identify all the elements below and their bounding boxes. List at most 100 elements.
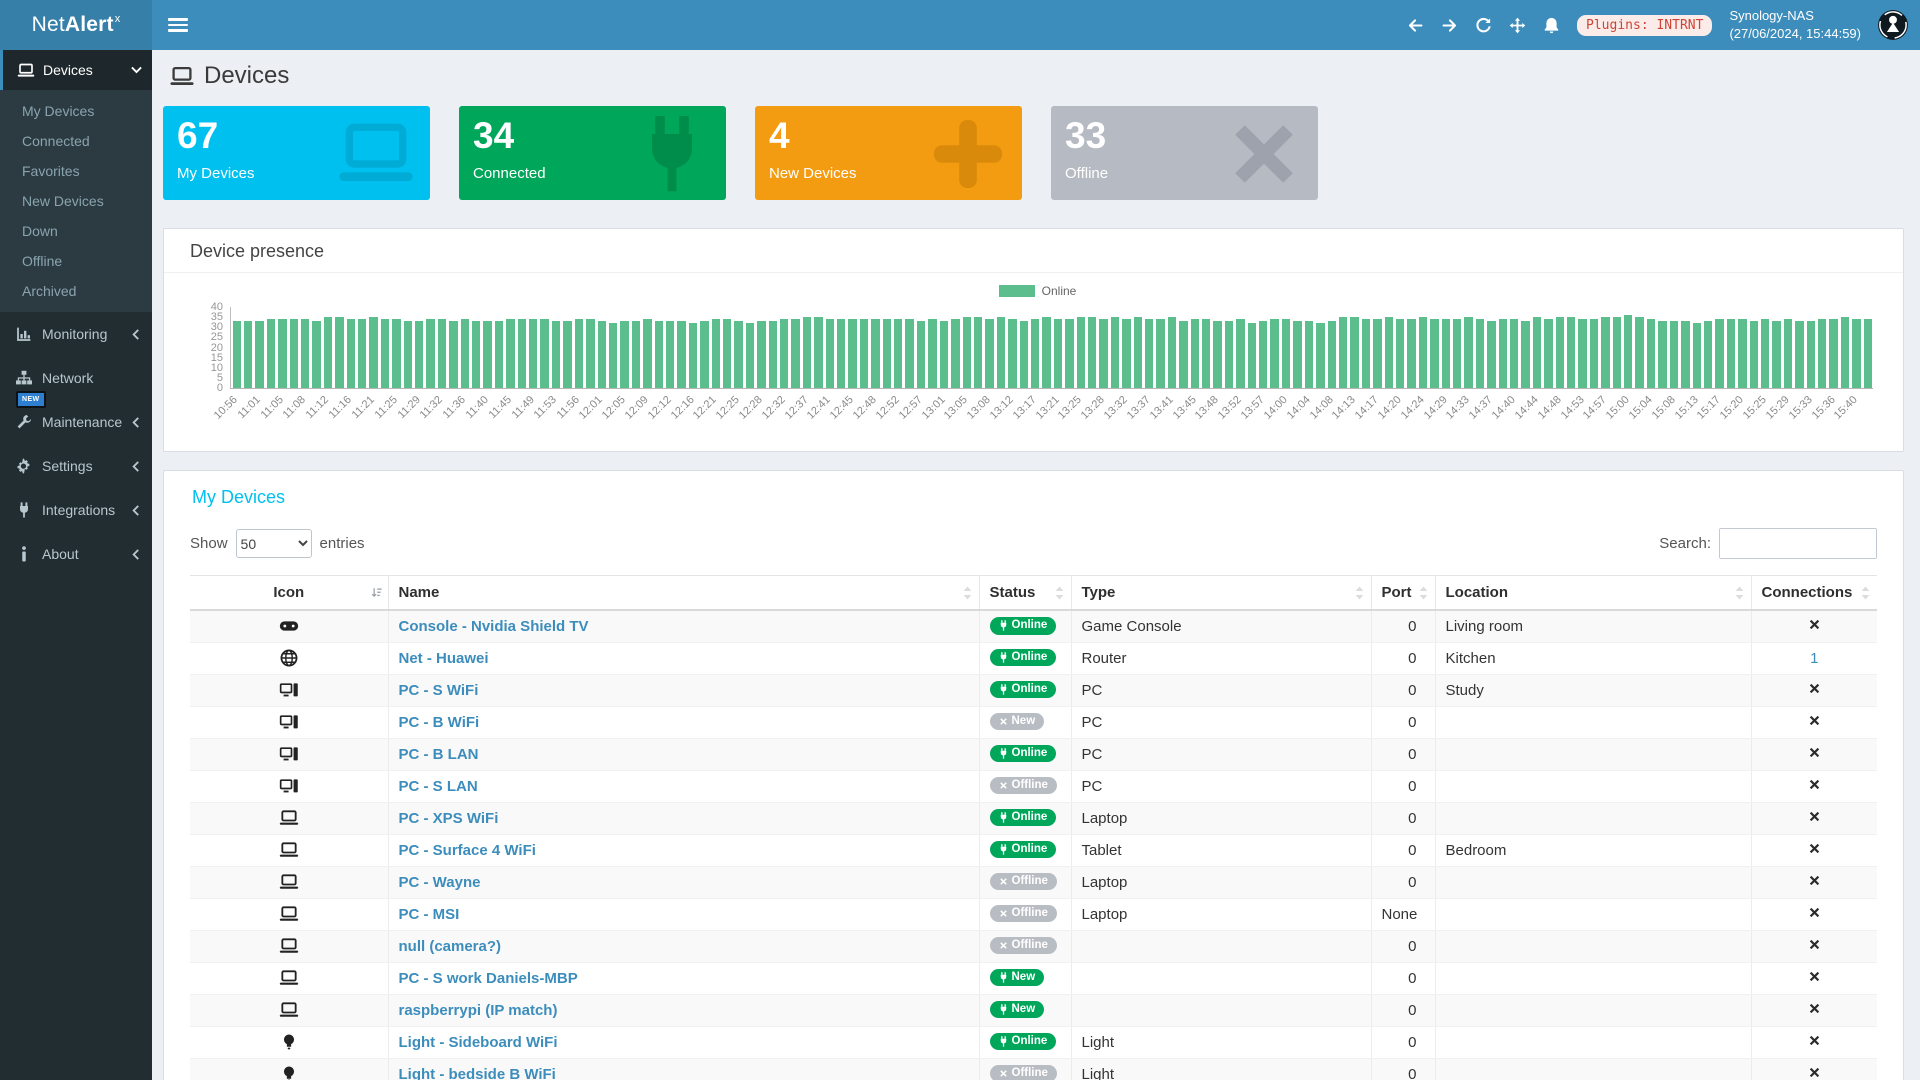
sidebar-item-about[interactable]: About — [0, 532, 152, 576]
chart-bar — [1556, 317, 1564, 388]
sidebar-subitem-archived[interactable]: Archived — [0, 276, 152, 306]
chart-bar — [540, 319, 548, 388]
chevron-left-icon — [132, 417, 140, 428]
chart-bar — [1624, 315, 1632, 388]
chart-bar — [632, 321, 640, 388]
sidebar-item-maintenance[interactable]: NEWMaintenance — [0, 400, 152, 444]
move-icon[interactable] — [1509, 17, 1526, 34]
sidebar-item-devices[interactable]: Devices — [0, 50, 152, 90]
table-row[interactable]: null (camera?)Offline0 — [190, 930, 1877, 962]
device-port: 0 — [1371, 962, 1435, 994]
device-port: 0 — [1371, 770, 1435, 802]
device-name-link[interactable]: Net - Huawei — [399, 650, 489, 667]
sidebar-subitem-new-devices[interactable]: New Devices — [0, 186, 152, 216]
column-header-name[interactable]: Name — [388, 576, 979, 611]
device-name-link[interactable]: PC - Surface 4 WiFi — [399, 842, 536, 859]
chart-bar — [848, 319, 856, 388]
column-header-port[interactable]: Port — [1371, 576, 1435, 611]
host-name: Synology-NAS — [1729, 7, 1861, 25]
summary-card-offline[interactable]: 33Offline — [1051, 106, 1318, 200]
device-name-link[interactable]: Console - Nvidia Shield TV — [399, 618, 589, 635]
device-name-link[interactable]: PC - MSI — [399, 906, 460, 923]
sidebar-item-settings[interactable]: Settings — [0, 444, 152, 488]
sidebar-item-label: Monitoring — [42, 326, 107, 342]
sidebar-item-label: Settings — [42, 458, 93, 474]
device-name-link[interactable]: Light - bedside B WiFi — [399, 1066, 556, 1080]
table-row[interactable]: PC - S WiFiOnlinePC0Study — [190, 674, 1877, 706]
chart-bar — [894, 319, 902, 388]
notifications-bell-icon[interactable] — [1543, 17, 1560, 34]
avatar[interactable] — [1878, 10, 1908, 40]
sidebar-subitem-down[interactable]: Down — [0, 216, 152, 246]
device-name-link[interactable]: PC - S LAN — [399, 778, 478, 795]
table-row[interactable]: PC - MSIOfflineLaptopNone — [190, 898, 1877, 930]
table-row[interactable]: PC - WayneOfflineLaptop0 — [190, 866, 1877, 898]
nav-back-icon[interactable] — [1407, 17, 1424, 34]
sort-icon[interactable] — [371, 586, 382, 600]
device-name-link[interactable]: PC - B WiFi — [399, 714, 480, 731]
device-location — [1435, 738, 1751, 770]
column-header-icon[interactable]: Icon — [190, 576, 388, 611]
table-row[interactable]: PC - S work Daniels-MBPNew0 — [190, 962, 1877, 994]
chart-bar — [1704, 321, 1712, 388]
sidebar-item-monitoring[interactable]: Monitoring — [0, 312, 152, 356]
chart-legend[interactable]: Online — [194, 281, 1881, 301]
sidebar-subitem-favorites[interactable]: Favorites — [0, 156, 152, 186]
table-row[interactable]: PC - B WiFiNewPC0 — [190, 706, 1877, 738]
sort-icon[interactable] — [962, 586, 973, 600]
sidebar-subitem-connected[interactable]: Connected — [0, 126, 152, 156]
table-row[interactable]: Light - Sideboard WiFiOnlineLight0 — [190, 1026, 1877, 1058]
app-logo[interactable]: NetAlertx — [0, 0, 152, 50]
column-header-location[interactable]: Location — [1435, 576, 1751, 611]
refresh-icon[interactable] — [1475, 17, 1492, 34]
device-name-link[interactable]: PC - XPS WiFi — [399, 810, 499, 827]
device-name-link[interactable]: PC - Wayne — [399, 874, 481, 891]
column-header-type[interactable]: Type — [1071, 576, 1371, 611]
chart-bar — [1658, 321, 1666, 388]
device-name-link[interactable]: null (camera?) — [399, 938, 502, 955]
sidebar-toggle-icon[interactable] — [168, 18, 188, 32]
search-input[interactable] — [1719, 528, 1877, 559]
device-location: Living room — [1435, 610, 1751, 642]
sort-icon[interactable] — [1354, 586, 1365, 600]
chart-bar — [1670, 321, 1678, 388]
x-tick-label: 11:01 — [235, 394, 262, 421]
summary-card-my-devices[interactable]: 67My Devices — [163, 106, 430, 200]
device-name-link[interactable]: PC - S work Daniels-MBP — [399, 970, 578, 987]
table-row[interactable]: raspberrypi (IP match)New0 — [190, 994, 1877, 1026]
table-row[interactable]: Console - Nvidia Shield TVOnlineGame Con… — [190, 610, 1877, 642]
device-name-link[interactable]: Light - Sideboard WiFi — [399, 1034, 558, 1051]
chart-bar — [1088, 317, 1096, 388]
sort-icon[interactable] — [1734, 586, 1745, 600]
table-row[interactable]: PC - S LANOfflinePC0 — [190, 770, 1877, 802]
connections-link[interactable]: 1 — [1810, 650, 1818, 667]
sort-icon[interactable] — [1418, 586, 1429, 600]
table-row[interactable]: PC - B LANOnlinePC0 — [190, 738, 1877, 770]
status-badge: New — [990, 713, 1045, 731]
x-tick-label: 13:41 — [1148, 394, 1176, 422]
summary-card-new-devices[interactable]: 4New Devices — [755, 106, 1022, 200]
column-header-connections[interactable]: Connections — [1751, 576, 1877, 611]
summary-card-connected[interactable]: 34Connected — [459, 106, 726, 200]
column-header-status[interactable]: Status — [979, 576, 1071, 611]
device-name-link[interactable]: raspberrypi (IP match) — [399, 1002, 558, 1019]
x-tick-label: 13:28 — [1079, 394, 1107, 422]
table-row[interactable]: PC - Surface 4 WiFiOnlineTablet0Bedroom — [190, 834, 1877, 866]
x-tick-label: 14:57 — [1581, 394, 1609, 422]
sort-icon[interactable] — [1860, 586, 1871, 600]
sidebar-subitem-my-devices[interactable]: My Devices — [0, 96, 152, 126]
sidebar-subitem-offline[interactable]: Offline — [0, 246, 152, 276]
devices-submenu: My DevicesConnectedFavoritesNew DevicesD… — [0, 90, 152, 312]
x-icon — [999, 876, 1008, 887]
nav-forward-icon[interactable] — [1441, 17, 1458, 34]
device-name-link[interactable]: PC - B LAN — [399, 746, 479, 763]
x-tick-label: 14:48 — [1536, 394, 1564, 422]
table-row[interactable]: PC - XPS WiFiOnlineLaptop0 — [190, 802, 1877, 834]
device-name-link[interactable]: PC - S WiFi — [399, 682, 479, 699]
plugins-status-pill[interactable]: Plugins: INTRNT — [1577, 15, 1712, 36]
table-row[interactable]: Light - bedside B WiFiOfflineLight0 — [190, 1058, 1877, 1080]
sidebar-item-integrations[interactable]: Integrations — [0, 488, 152, 532]
table-row[interactable]: Net - HuaweiOnlineRouter0Kitchen1 — [190, 642, 1877, 674]
sort-icon[interactable] — [1054, 586, 1065, 600]
page-length-select[interactable]: 50 — [236, 529, 312, 558]
